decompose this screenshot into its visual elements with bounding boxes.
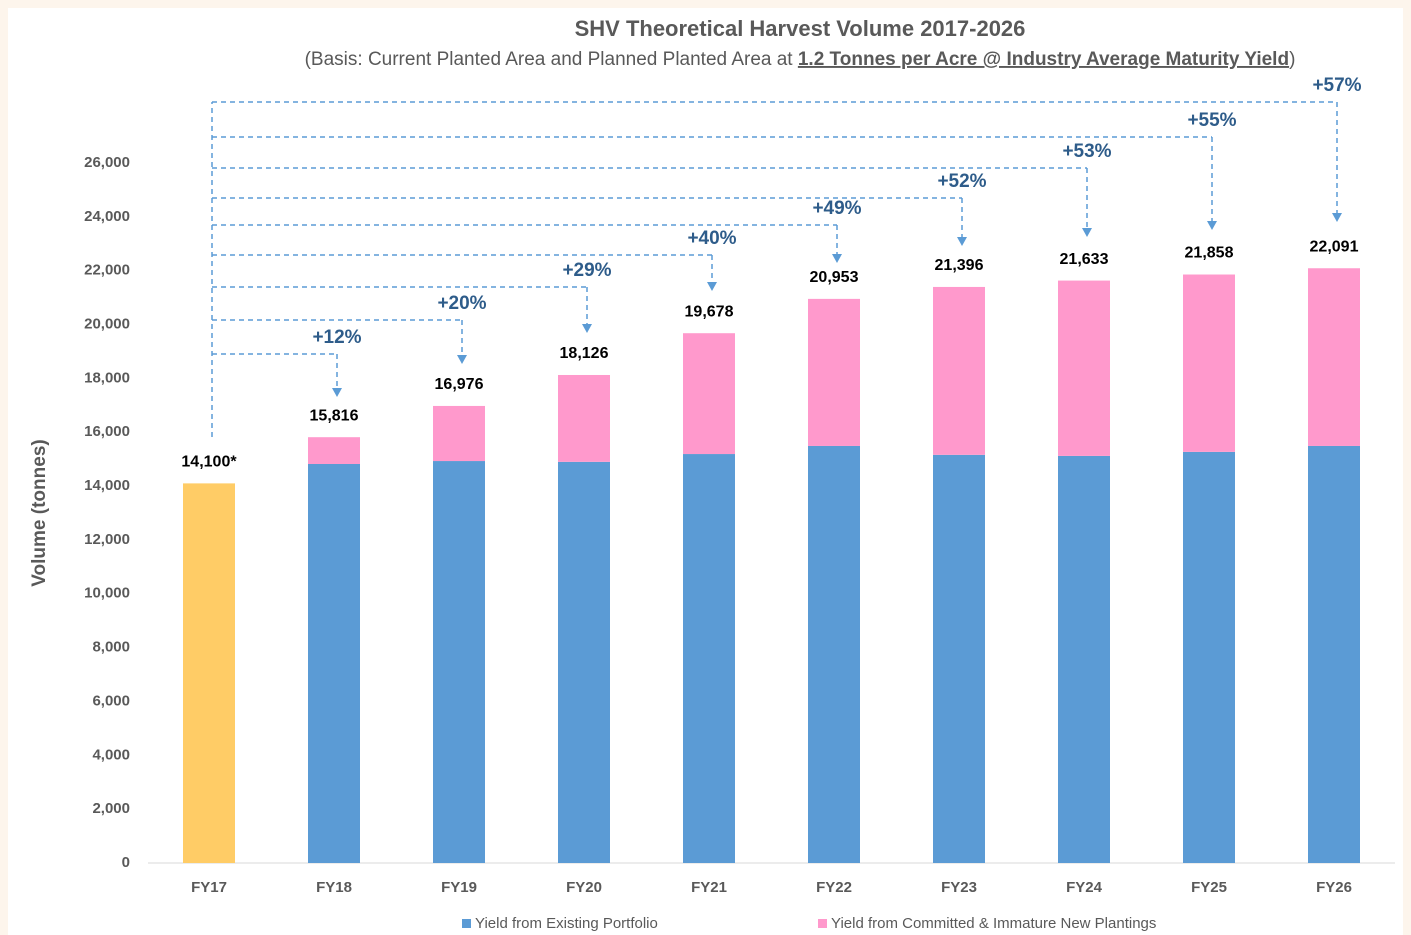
x-tick-label: FY22	[816, 879, 852, 896]
y-tick-label: 10,000	[84, 585, 130, 602]
total-label: 18,126	[560, 345, 609, 362]
bar-segment	[1308, 445, 1360, 863]
total-label: 16,976	[435, 376, 484, 393]
x-tick-label: FY26	[1316, 879, 1352, 896]
total-label: 19,678	[685, 303, 734, 320]
total-label: 21,858	[1185, 245, 1234, 262]
x-tick-label: FY18	[316, 879, 352, 896]
x-tick-label: FY25	[1191, 879, 1227, 896]
total-label: 15,816	[310, 407, 359, 424]
bar-segment	[558, 374, 610, 462]
x-tick-label: FY21	[691, 879, 727, 896]
bar-segment	[933, 286, 985, 455]
legend-swatch	[818, 919, 827, 928]
growth-label: +49%	[812, 198, 861, 219]
bar-segment	[308, 437, 360, 464]
annotation-arrow	[1332, 213, 1342, 222]
growth-label: +29%	[562, 260, 611, 281]
total-label: 21,396	[935, 257, 984, 274]
legend-swatch	[462, 919, 471, 928]
y-tick-label: 4,000	[92, 746, 130, 763]
total-label: 21,633	[1060, 251, 1109, 268]
y-tick-label: 14,000	[84, 477, 130, 494]
bar-segment	[933, 454, 985, 863]
x-tick-label: FY20	[566, 879, 602, 896]
total-label: 20,953	[810, 269, 859, 286]
annotation-arrow	[707, 282, 717, 291]
annotation-arrow	[582, 324, 592, 333]
y-tick-label: 2,000	[92, 800, 130, 817]
growth-label: +55%	[1187, 110, 1236, 131]
growth-label: +53%	[1062, 141, 1111, 162]
growth-label: +20%	[437, 293, 486, 314]
y-tick-label: 20,000	[84, 316, 130, 333]
bar-segment	[1308, 268, 1360, 446]
bar-segment	[433, 461, 485, 863]
annotation-arrow	[1082, 228, 1092, 237]
y-tick-label: 8,000	[92, 639, 130, 656]
annotation-arrow	[457, 355, 467, 364]
chart-title: SHV Theoretical Harvest Volume 2017-2026	[575, 16, 1026, 41]
growth-label: +57%	[1312, 75, 1361, 96]
annotation-arrow	[1207, 221, 1217, 230]
bar-segment	[433, 405, 485, 462]
y-tick-label: 24,000	[84, 208, 130, 225]
subtitle-part: (Basis: Current Planted Area and Planned…	[305, 49, 798, 70]
growth-label: +12%	[312, 327, 361, 348]
y-tick-label: 6,000	[92, 692, 130, 709]
chart-subtitle: (Basis: Current Planted Area and Planned…	[305, 49, 1296, 70]
subtitle-part: 1.2 Tonnes per Acre @ Industry Average M…	[798, 49, 1289, 70]
bar-segment	[183, 483, 235, 863]
x-tick-label: FY17	[191, 879, 227, 896]
bar-segment	[1183, 451, 1235, 863]
y-tick-label: 0	[122, 854, 130, 871]
growth-label: +40%	[687, 228, 736, 249]
subtitle-part: )	[1289, 49, 1295, 70]
y-tick-label: 26,000	[84, 154, 130, 171]
bar-segment	[683, 454, 735, 863]
annotation-arrow	[957, 237, 967, 246]
bar-segment	[683, 333, 735, 455]
y-tick-label: 12,000	[84, 531, 130, 548]
annotation-arrow	[332, 388, 342, 397]
legend-label: Yield from Existing Portfolio	[475, 915, 658, 932]
legend-label: Yield from Committed & Immature New Plan…	[831, 915, 1156, 932]
bar-segment	[808, 445, 860, 863]
bar-segment	[1183, 274, 1235, 452]
annotation-arrow	[832, 254, 842, 263]
x-tick-label: FY24	[1066, 879, 1103, 896]
bar-segment	[808, 298, 860, 446]
y-tick-label: 16,000	[84, 423, 130, 440]
growth-label: +52%	[937, 171, 986, 192]
x-tick-label: FY23	[941, 879, 977, 896]
total-label: 14,100*	[181, 454, 237, 471]
bar-segment	[558, 461, 610, 863]
y-tick-label: 22,000	[84, 262, 130, 279]
y-axis-label: Volume (tonnes)	[29, 439, 50, 586]
total-label: 22,091	[1310, 238, 1359, 255]
bar-segment	[308, 464, 360, 863]
x-tick-label: FY19	[441, 879, 477, 896]
bar-segment	[1058, 280, 1110, 456]
bar-segment	[1058, 455, 1110, 863]
y-tick-label: 18,000	[84, 369, 130, 386]
